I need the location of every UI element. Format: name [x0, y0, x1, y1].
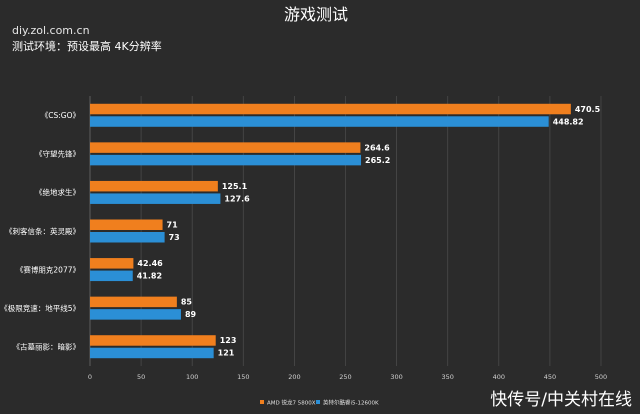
watermark: diy.zol.com.cn	[12, 24, 90, 37]
x-tick-label: 400	[493, 373, 505, 381]
x-tick-label: 200	[288, 373, 300, 381]
bars	[90, 103, 571, 359]
x-tick-label: 0	[88, 373, 92, 381]
bar-intel	[90, 154, 362, 166]
data-label: 127.6	[224, 194, 250, 203]
category-label: 《极限竞速：地平线5》	[0, 303, 80, 313]
value-labels: 470.5 448.82 264.6 265.2 125.1 127.6 71 73 42.46…	[137, 105, 601, 358]
x-tick-label: 500	[595, 373, 607, 381]
grid	[89, 96, 602, 366]
category-label: 《古墓丽影：暗影》	[13, 342, 81, 352]
data-label: 42.46	[137, 259, 163, 268]
data-label: 123	[220, 336, 237, 345]
data-label: 264.6	[364, 143, 390, 152]
bar-intel	[90, 193, 221, 204]
x-tick-label: 100	[186, 373, 198, 381]
legend-swatch-intel	[316, 400, 320, 404]
brand-watermark: 快传号/中关村在线	[490, 390, 632, 410]
x-tick-label: 150	[237, 373, 249, 381]
data-label: 470.5	[575, 105, 601, 114]
legend-label-intel: 英特尔酷睿i5-12600K	[323, 399, 379, 407]
bar-amd	[90, 219, 163, 230]
bar-intel	[90, 232, 165, 243]
bar-amd	[90, 142, 361, 153]
bar-intel	[90, 270, 133, 282]
data-label: 89	[185, 310, 197, 319]
data-label: 85	[181, 298, 193, 307]
x-tick-label: 450	[544, 373, 556, 381]
data-label: 71	[167, 221, 179, 230]
data-label: 121	[218, 349, 235, 358]
test-environment-subtitle: 测试环境：预设最高 4K分辨率	[12, 39, 162, 53]
data-label: 125.1	[222, 182, 248, 191]
data-label: 73	[169, 233, 180, 242]
legend: AMD 锐龙7 5800X 英特尔酷睿i5-12600K	[260, 399, 379, 407]
legend-label-amd: AMD 锐龙7 5800X	[267, 399, 316, 407]
bar-amd	[90, 258, 134, 269]
bar-intel	[90, 309, 181, 320]
x-tick-label: 250	[339, 373, 351, 381]
category-label: 《CS:GO》	[41, 111, 80, 120]
category-labels: 《CS:GO》《守望先锋》《绝地求生》《刺客信条：英灵殿》《赛博朋克2077》《…	[0, 111, 80, 351]
x-tick-label: 50	[137, 373, 145, 381]
category-label: 《绝地求生》	[35, 187, 80, 197]
x-tick-label: 350	[441, 373, 453, 381]
data-label: 265.2	[365, 156, 390, 165]
bar-amd	[90, 335, 216, 346]
legend-swatch-amd	[260, 400, 264, 404]
bar-intel	[90, 116, 549, 127]
bar-amd	[90, 103, 571, 115]
bar-amd	[90, 180, 218, 192]
x-axis-ticks: 0 50 100 150 200 250 300 350 400 450 500	[88, 373, 607, 381]
bar-intel	[90, 347, 214, 359]
x-tick-label: 300	[390, 373, 402, 381]
category-label: 《赛博朋克2077》	[16, 264, 80, 274]
category-label: 《守望先锋》	[35, 149, 80, 159]
data-label: 41.82	[137, 272, 162, 281]
data-label: 448.82	[553, 117, 584, 126]
category-label: 《刺客信条：英灵殿》	[5, 226, 80, 236]
chart-title: 游戏测试	[284, 5, 348, 24]
bar-amd	[90, 296, 177, 308]
